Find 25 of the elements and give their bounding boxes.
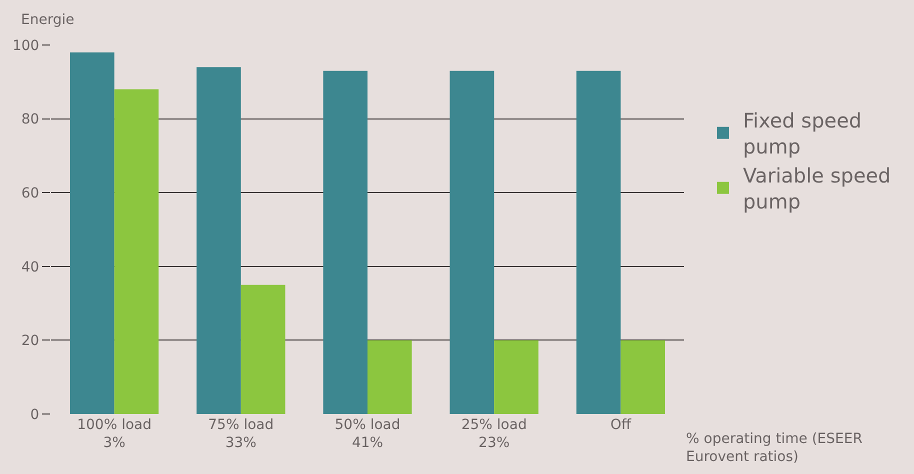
bar	[196, 67, 241, 414]
y-tick-label: 40	[21, 259, 40, 276]
x-tick-label: 25% load 23%	[461, 417, 527, 452]
x-tick-label: Off	[610, 417, 632, 433]
legend-label: Variable speed pump	[742, 164, 891, 214]
bar	[576, 70, 621, 414]
bar	[450, 70, 494, 414]
x-tick-label: 100% load 3%	[77, 417, 152, 452]
y-axis-title: Energie	[21, 12, 74, 28]
legend-label: Fixed speed pump	[742, 108, 862, 159]
bar	[620, 340, 666, 414]
y-tick-label: 80	[21, 112, 40, 128]
y-tick-label: 60	[21, 186, 40, 202]
bar	[70, 52, 114, 414]
y-tick-label: 20	[21, 333, 40, 350]
y-tick-label: 0	[30, 406, 40, 423]
bar	[368, 340, 412, 414]
bar	[114, 89, 159, 414]
x-tick-label: 75% load 33%	[208, 417, 274, 452]
bar	[494, 340, 538, 414]
bar	[240, 284, 286, 414]
bar	[323, 70, 368, 414]
x-tick-label: 50% load 41%	[334, 417, 400, 452]
y-tick-label: 100	[12, 38, 40, 54]
x-axis-title: % operating time (ESEER Eurovent ratios)	[686, 431, 863, 466]
